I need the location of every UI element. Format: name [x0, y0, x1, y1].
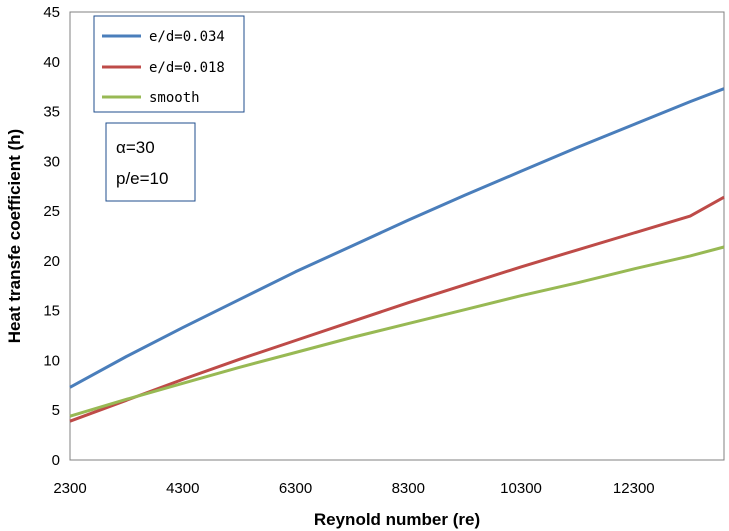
y-tick-label: 20	[43, 253, 60, 270]
parameter-annotation: α=30 p/e=10	[105, 122, 196, 202]
x-tick-label: 4300	[166, 480, 199, 497]
y-tick-label: 10	[43, 352, 60, 369]
annotation-alpha: α=30	[116, 138, 155, 157]
y-tick-label: 30	[43, 153, 60, 170]
x-tick-label: 6300	[279, 480, 312, 497]
legend: e/d=0.034 e/d=0.018 smooth	[93, 15, 245, 113]
legend-label-series-1: e/d=0.034	[149, 29, 225, 45]
plot-area-frame	[69, 11, 725, 461]
ticks-layer: 0 5 10 15 20 25 30 35 40 45 2300 4300 6300 8300 10300 1…	[43, 4, 654, 497]
y-tick-label: 25	[43, 203, 60, 220]
y-tick-label: 0	[52, 452, 60, 469]
annotation-pitch-ratio: p/e=10	[116, 169, 168, 188]
series-line-1	[69, 87, 725, 389]
legend-label-series-2: e/d=0.018	[149, 60, 225, 76]
y-tick-label: 45	[43, 4, 60, 21]
parameter-annotation-box	[105, 122, 196, 202]
y-tick-label: 5	[52, 402, 60, 419]
series-line-3	[69, 245, 725, 418]
x-tick-label: 12300	[613, 480, 655, 497]
y-tick-label: 15	[43, 303, 60, 320]
y-tick-label: 40	[43, 54, 60, 71]
x-tick-label: 10300	[500, 480, 542, 497]
series-layer	[69, 87, 725, 423]
y-tick-label: 35	[43, 104, 60, 121]
legend-label-series-3: smooth	[149, 90, 200, 106]
series-line-2	[69, 195, 725, 423]
x-tick-label: 2300	[53, 480, 86, 497]
axes-layer	[69, 11, 725, 461]
y-axis-title: Heat transfe coefficient (h)	[5, 129, 24, 343]
x-axis-title: Reynold number (re)	[314, 510, 480, 529]
x-tick-label: 8300	[392, 480, 425, 497]
